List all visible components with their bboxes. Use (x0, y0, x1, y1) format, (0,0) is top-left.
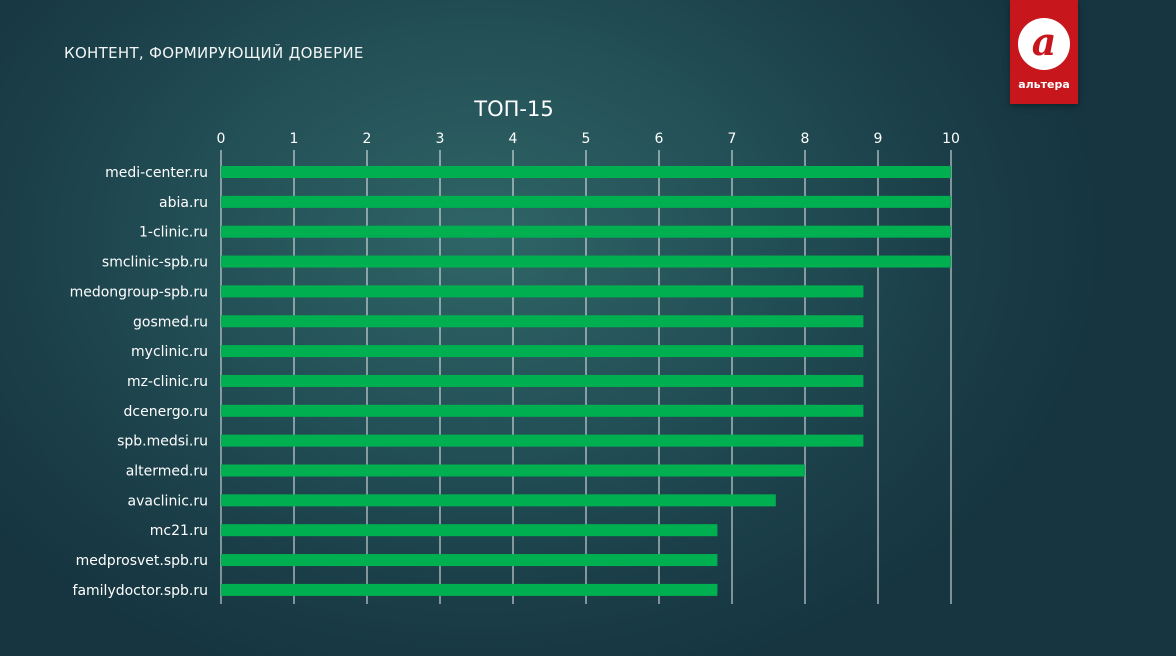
x-tick-label: 3 (436, 131, 445, 147)
bar (221, 404, 864, 417)
bar (221, 583, 718, 596)
logo-text: альтера (1018, 78, 1070, 91)
bar (221, 554, 718, 567)
category-label: avaclinic.ru (128, 493, 208, 509)
bar (221, 345, 864, 358)
category-label: dcenergo.ru (124, 404, 208, 420)
x-tick-label: 0 (217, 131, 226, 147)
category-label: medprosvet.spb.ru (76, 553, 208, 569)
category-label: spb.medsi.ru (117, 434, 208, 450)
bar (221, 524, 718, 537)
category-label: mz-clinic.ru (127, 374, 208, 390)
x-tick-label: 10 (942, 131, 960, 147)
category-label: medi-center.ru (105, 165, 208, 181)
category-label: altermed.ru (126, 464, 208, 480)
category-label: 1-clinic.ru (139, 225, 208, 241)
bar (221, 374, 864, 387)
chart-title: ТОП-15 (473, 97, 553, 121)
x-tick-label: 4 (509, 131, 518, 147)
x-tick-label: 5 (582, 131, 591, 147)
bar (221, 434, 864, 447)
bar (221, 225, 951, 238)
bar (221, 255, 951, 268)
category-label: myclinic.ru (131, 344, 208, 360)
x-tick-label: 2 (363, 131, 372, 147)
x-tick-label: 9 (874, 131, 883, 147)
category-label: mc21.ru (150, 523, 208, 539)
bar (221, 285, 864, 298)
slide-title: КОНТЕНТ, ФОРМИРУЮЩИЙ ДОВЕРИЕ (64, 44, 364, 62)
x-tick-label: 6 (655, 131, 664, 147)
bar (221, 315, 864, 328)
category-label: gosmed.ru (133, 314, 208, 330)
logo-mark-icon: а (1018, 18, 1070, 70)
category-label: smclinic-spb.ru (102, 255, 208, 271)
category-label: abia.ru (159, 195, 208, 211)
bar (221, 195, 951, 208)
x-tick-label: 8 (801, 131, 810, 147)
x-tick-label: 7 (728, 131, 737, 147)
bar (221, 166, 951, 178)
category-label: familydoctor.spb.ru (73, 583, 208, 599)
category-label: medongroup-spb.ru (70, 284, 208, 300)
logo-glyph: а (1031, 19, 1057, 64)
x-tick-label: 1 (290, 131, 299, 147)
bar (221, 494, 776, 507)
brand-logo: а альтера (1010, 0, 1078, 104)
bar (221, 464, 805, 477)
